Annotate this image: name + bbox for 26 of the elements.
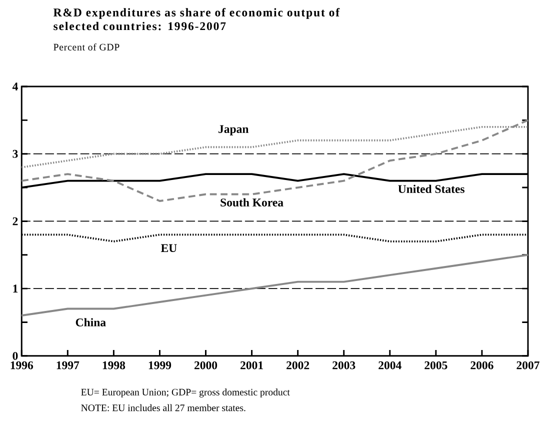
x-tick-label: 2005 (424, 361, 448, 370)
series-label: China (76, 318, 106, 326)
x-tick-label: 2007 (516, 361, 540, 370)
y-tick-label: 4 (12, 82, 18, 90)
x-tick-label: 2004 (378, 361, 402, 370)
y-tick-label: 2 (12, 217, 18, 226)
x-tick-label: 1996 (10, 361, 34, 370)
series-label: EU (160, 244, 177, 252)
x-tick-label: 2006 (470, 361, 494, 370)
x-tick-label: 1997 (56, 361, 80, 370)
x-tick-label: 1999 (148, 361, 172, 370)
series-label: Japan (218, 125, 249, 136)
chart-title: R&D expenditures as share of economic output of selected countries: 1996-2007 (53, 8, 340, 30)
y-tick-label: 3 (12, 150, 18, 158)
series-label: South Korea (220, 198, 284, 207)
x-tick-label: 2000 (194, 361, 218, 370)
x-tick-label: 2002 (286, 361, 310, 370)
y-tick-label: 0 (12, 352, 18, 360)
text: NOTE: EU includes all 27 member states. (81, 404, 246, 412)
x-tick-label: 1998 (102, 361, 126, 370)
text: EU= European Union; GDP= gross domestic product (81, 388, 290, 398)
chart-subtitle: Percent of GDP (54, 44, 120, 51)
x-tick-label: 2001 (240, 361, 263, 370)
x-tick-label: 2003 (332, 361, 356, 370)
series-label: United States (398, 184, 464, 194)
y-tick-label: 1 (13, 284, 18, 293)
